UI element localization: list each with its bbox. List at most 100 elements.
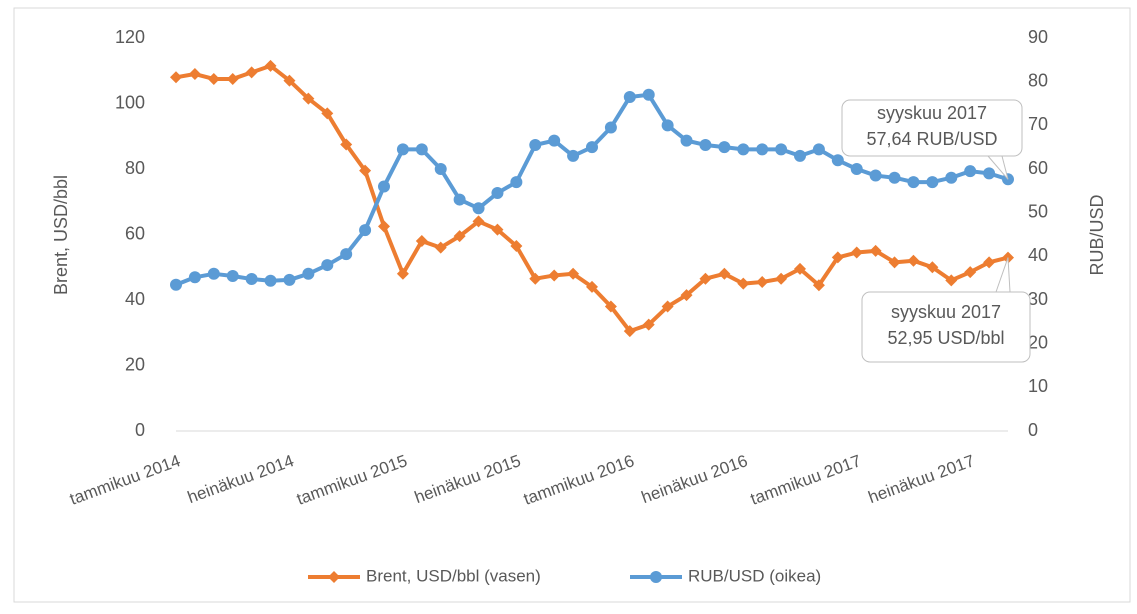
callout-text: syyskuu 2017 (877, 103, 987, 123)
point (831, 154, 844, 167)
y2-tick-label: 40 (1028, 245, 1048, 265)
point (623, 325, 636, 338)
point (850, 246, 863, 259)
point (510, 176, 523, 189)
point (604, 300, 617, 313)
point (415, 143, 428, 156)
point (964, 165, 977, 178)
point (378, 180, 390, 193)
point (718, 141, 731, 154)
y2-tick-label: 10 (1028, 376, 1048, 396)
point (945, 274, 958, 287)
point (926, 176, 939, 189)
callout-pointer (995, 257, 1011, 293)
point (775, 143, 788, 156)
point (245, 273, 258, 286)
point (850, 163, 863, 175)
callout-text: syyskuu 2017 (891, 302, 1001, 322)
point (756, 143, 769, 156)
point (340, 138, 353, 151)
point (983, 256, 996, 269)
point (794, 149, 806, 162)
point (529, 138, 542, 151)
y2-tick-label: 0 (1028, 420, 1038, 440)
callout-pointer (987, 155, 1009, 180)
point (415, 235, 428, 248)
point (188, 271, 201, 284)
point (604, 121, 617, 134)
callout-box (861, 291, 1031, 363)
point (453, 193, 466, 206)
point (756, 275, 769, 288)
y2-tick-label: 80 (1028, 70, 1048, 90)
point (888, 171, 901, 184)
point (434, 241, 447, 254)
point (586, 141, 598, 154)
point (623, 90, 636, 103)
legend-marker (328, 571, 340, 583)
point (642, 88, 655, 101)
point (567, 149, 580, 162)
point (396, 143, 409, 156)
y-tick-label: 120 (115, 27, 145, 47)
y2-tick-label: 20 (1028, 332, 1048, 352)
point (434, 163, 447, 175)
y-axis-label: Brent, USD/bbl (51, 175, 71, 295)
y2-tick-label: 30 (1028, 289, 1048, 309)
point (699, 138, 712, 151)
y2-tick-label: 60 (1028, 158, 1048, 178)
point (812, 143, 825, 156)
point (983, 167, 996, 180)
point (321, 259, 334, 272)
point (396, 267, 409, 280)
point (529, 272, 542, 285)
point (586, 280, 598, 293)
point (945, 171, 958, 184)
point (378, 220, 390, 233)
point (548, 269, 561, 282)
callout-text: 52,95 USD/bbl (887, 328, 1004, 348)
point (964, 266, 977, 279)
point (264, 274, 277, 287)
point (207, 72, 220, 85)
point (869, 244, 882, 257)
point (737, 277, 750, 290)
point (359, 224, 372, 237)
point (472, 202, 485, 215)
y2-axis-label: RUB/USD (1087, 194, 1107, 275)
point (737, 143, 750, 156)
y2-tick-label: 70 (1028, 114, 1048, 134)
y-tick-label: 20 (125, 354, 145, 374)
y2-tick-label: 50 (1028, 201, 1048, 221)
point (302, 92, 315, 105)
point (340, 248, 353, 261)
point (907, 176, 920, 189)
point (642, 318, 655, 331)
point (680, 289, 693, 302)
point (170, 71, 182, 84)
point (718, 267, 731, 280)
y-tick-label: 80 (125, 158, 145, 178)
point (226, 269, 239, 282)
legend-marker (650, 571, 662, 583)
point (283, 74, 296, 87)
legend-label: Brent, USD/bbl (vasen) (366, 566, 541, 585)
point (472, 215, 485, 228)
point (812, 279, 825, 292)
point (680, 134, 693, 147)
point (831, 251, 844, 264)
callout-box (841, 99, 1023, 157)
point (245, 66, 258, 79)
y-tick-label: 0 (135, 420, 145, 440)
point (226, 72, 239, 85)
point (888, 256, 901, 269)
callout-text: 57,64 RUB/USD (866, 129, 997, 149)
point (775, 272, 788, 285)
y-tick-label: 40 (125, 289, 145, 309)
point (491, 187, 504, 200)
point (794, 262, 806, 275)
y-tick-label: 60 (125, 223, 145, 243)
point (491, 223, 504, 236)
y-tick-label: 100 (115, 92, 145, 112)
